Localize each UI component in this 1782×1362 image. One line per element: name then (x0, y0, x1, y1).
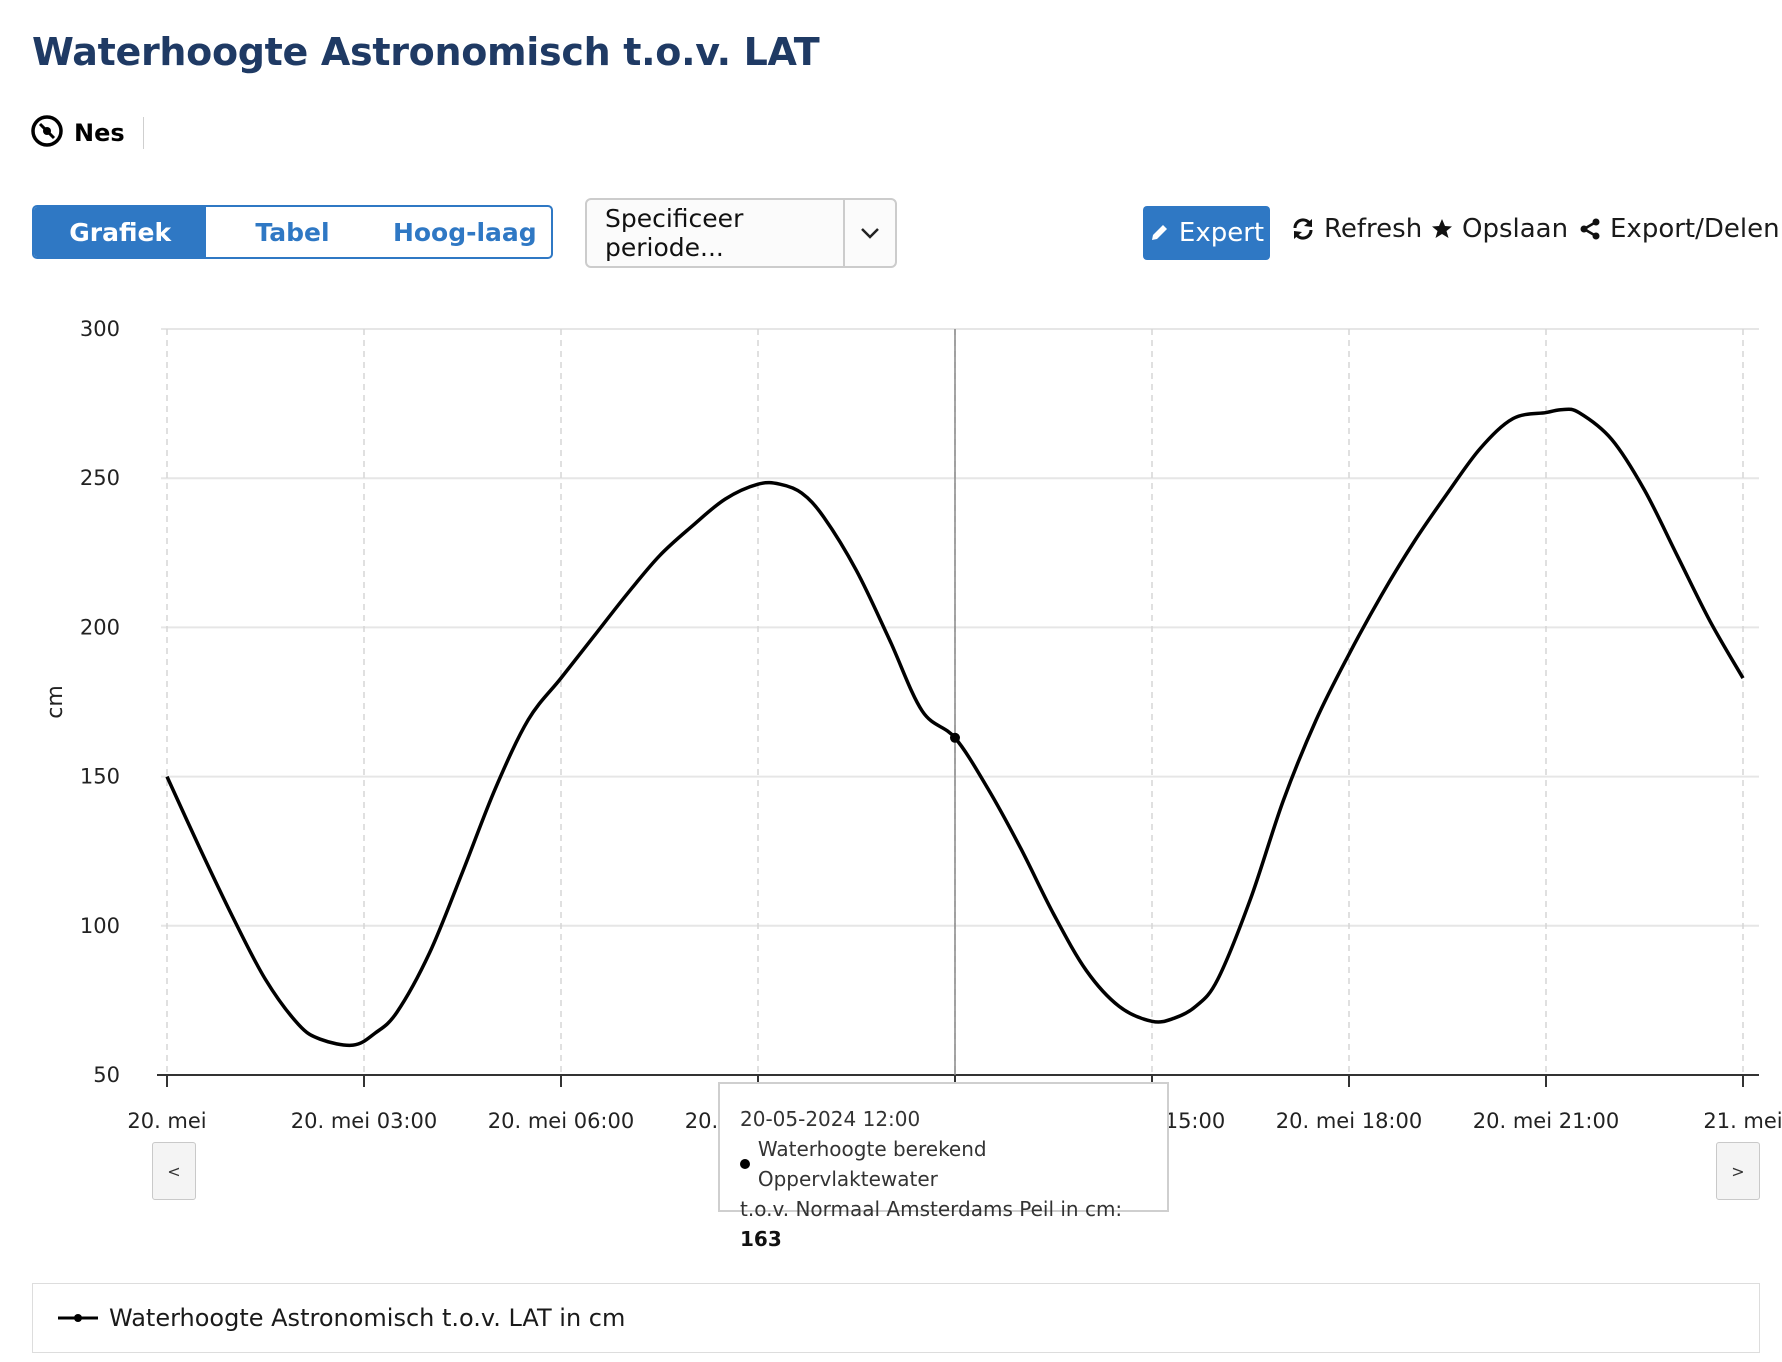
tooltip-series-label-part2: t.o.v. Normaal Amsterdams Peil in cm: (740, 1197, 1123, 1221)
refresh-button[interactable]: Refresh (1290, 214, 1422, 244)
x-tick-label: 20. mei 18:00 (1276, 1109, 1422, 1133)
x-tick-label: 20. mei 03:00 (291, 1109, 437, 1133)
series-line (165, 407, 1745, 1048)
tab-grafiek[interactable]: Grafiek (34, 207, 207, 257)
y-tick-label: 300 (80, 317, 120, 341)
page-title: Waterhoogte Astronomisch t.o.v. LAT (32, 30, 820, 74)
location-name: Nes (74, 119, 125, 147)
export-button[interactable]: Export/Delen (1578, 214, 1780, 244)
y-tick-label: 150 (80, 765, 120, 789)
export-label: Export/Delen (1610, 214, 1780, 244)
x-tick-label: 20. mei 06:00 (488, 1109, 634, 1133)
tab-hoog-laag[interactable]: Hoog-laag (392, 217, 537, 247)
period-select-value: Specificeer periode... (605, 204, 744, 262)
tab-tabel[interactable]: Tabel (255, 217, 330, 247)
location-icon[interactable] (30, 114, 64, 152)
chart-tooltip: 20-05-2024 12:00 Waterhoogte berekend Op… (718, 1082, 1169, 1251)
period-select[interactable]: Specificeer periode... (585, 198, 897, 268)
chart-legend[interactable]: Waterhoogte Astronomisch t.o.v. LAT in c… (32, 1283, 1760, 1353)
tooltip-series-label-part1: Waterhoogte berekend Oppervlaktewater (757, 1137, 987, 1191)
expert-button[interactable]: Expert (1143, 206, 1270, 260)
tide-chart: 50 100 150 200 250 300 20. mei 20. mei 03:00 20.… (43, 317, 1782, 1133)
y-tick-label: 250 (80, 466, 120, 490)
x-tick-label: 21. mei (1703, 1109, 1782, 1133)
pencil-icon (1151, 225, 1167, 240)
tooltip-value: 163 (740, 1227, 782, 1251)
y-tick-label: 200 (80, 615, 120, 639)
location-divider (142, 117, 144, 149)
x-tick-label: 20. mei 21:00 (1473, 1109, 1619, 1133)
view-tabs: Grafiek Tabel Hoog-laag (32, 205, 553, 259)
legend-line-marker (58, 1314, 98, 1322)
legend-label: Waterhoogte Astronomisch t.o.v. LAT in c… (109, 1304, 626, 1332)
star-icon (1432, 219, 1452, 238)
tooltip-timestamp: 20-05-2024 12:00 (740, 1107, 921, 1131)
refresh-icon (1293, 218, 1313, 240)
y-tick-label: 50 (93, 1063, 120, 1087)
refresh-label: Refresh (1324, 214, 1423, 244)
crosshair-point (950, 732, 960, 743)
next-period-button[interactable]: > (1716, 1142, 1760, 1200)
tooltip-series-marker (740, 1159, 750, 1169)
x-tick-label: 20. mei (127, 1109, 206, 1133)
save-label: Opslaan (1462, 214, 1569, 244)
previous-period-button[interactable]: < (152, 1142, 196, 1200)
y-axis-label: cm (43, 685, 68, 719)
save-button[interactable]: Opslaan (1430, 214, 1568, 244)
chevron-down-icon[interactable] (843, 200, 895, 266)
share-icon (1580, 218, 1600, 240)
location-bar: Nes (30, 114, 144, 152)
y-tick-label: 100 (80, 914, 120, 938)
expert-button-label: Expert (1178, 218, 1265, 248)
